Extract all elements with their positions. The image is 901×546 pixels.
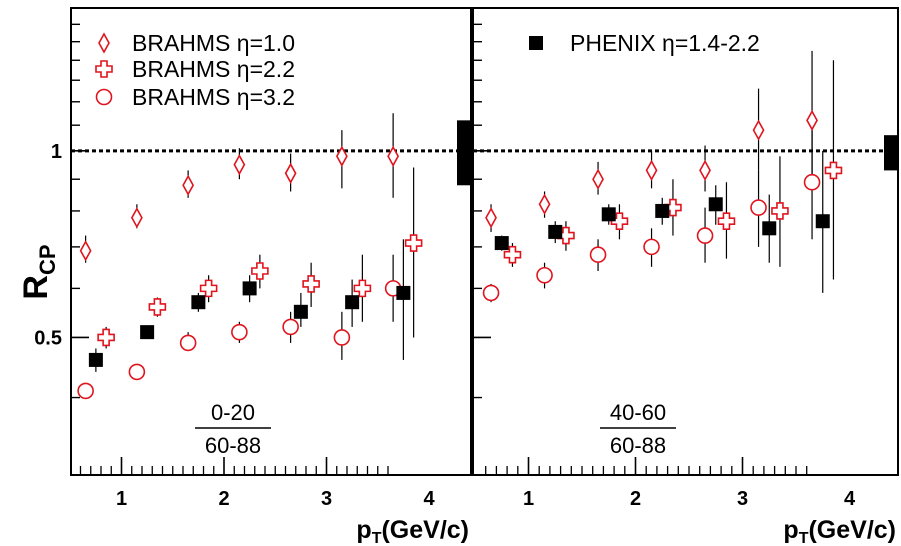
x-axis-title-main: p	[783, 516, 798, 544]
data-point-diamond	[130, 207, 143, 229]
data-point-diamond	[645, 159, 658, 182]
legend-marker-circle	[95, 88, 113, 106]
x-axis-title-units: (GeV/c)	[808, 516, 896, 544]
data-point-circle	[128, 363, 146, 381]
data-point-circle	[179, 334, 197, 352]
x-tick-label: 4	[844, 488, 856, 510]
y-tick-label: 0.5	[34, 327, 62, 349]
data-point-diamond	[233, 154, 246, 176]
data-point-diamond	[485, 207, 497, 229]
panel-frame-1	[70, 7, 472, 476]
ratio-denominator: 60-88	[205, 433, 261, 458]
data-point-square	[601, 207, 616, 222]
data-point-square	[548, 224, 563, 239]
data-point-circle	[482, 284, 500, 302]
data-point-diamond	[335, 145, 348, 167]
data-point-square	[396, 285, 411, 300]
data-point-cross	[97, 328, 115, 347]
normalization-bands-layer	[457, 120, 898, 186]
x-tick-label: 2	[630, 488, 641, 510]
legend-marker-cross	[95, 60, 113, 78]
x-axis-title-sub: T	[372, 530, 382, 546]
data-point-diamond	[182, 174, 195, 196]
data-point-square	[88, 352, 103, 367]
data-point-square	[242, 281, 257, 296]
data-point-circle	[643, 238, 660, 256]
data-point-cross	[717, 212, 736, 231]
data-point-diamond	[806, 109, 818, 131]
x-axis-title: pT(GeV/c)	[783, 516, 896, 546]
panel-frame-2	[472, 7, 899, 476]
x-tick-label: 3	[321, 488, 332, 510]
data-point-circle	[231, 323, 248, 341]
legend-label-diamond: BRAHMS η=1.0	[132, 30, 295, 56]
legend-label-cross: BRAHMS η=2.2	[132, 56, 295, 82]
ratio-numerator: 0-20	[211, 400, 255, 425]
data-point-diamond	[538, 193, 551, 215]
x-tick-label: 2	[218, 488, 229, 510]
axis-ticks-layer	[71, 7, 808, 476]
data-point-cross	[404, 234, 423, 252]
y-axis-title-sub: CP	[35, 244, 60, 275]
data-point-circle	[696, 227, 714, 244]
data-point-cross	[771, 202, 789, 220]
y-tick-label: 1	[51, 141, 62, 163]
data-point-circle	[536, 266, 553, 284]
data-point-diamond	[387, 145, 400, 167]
data-point-diamond	[592, 168, 604, 190]
data-point-square	[708, 197, 723, 212]
data-point-cross	[251, 262, 269, 280]
data-point-square	[655, 203, 670, 218]
data-point-square	[345, 295, 360, 310]
data-point-square	[815, 214, 830, 229]
x-tick-label: 4	[423, 488, 435, 510]
x-tick-label: 1	[523, 488, 534, 510]
legend-marker-square	[529, 36, 543, 50]
data-point-square	[494, 236, 509, 251]
x-axis-title-main: p	[356, 516, 371, 544]
panel-frames-layer	[70, 7, 899, 476]
ratio-numerator: 40-60	[610, 400, 666, 425]
data-point-cross	[199, 279, 218, 298]
x-axis-title-units: (GeV/c)	[381, 516, 469, 544]
data-point-cross	[302, 275, 320, 293]
normalization-band-2	[884, 135, 898, 171]
legend-marker-diamond	[98, 32, 110, 54]
data-point-diamond	[79, 240, 92, 262]
legend-label-square: PHENIX η=1.4-2.2	[570, 30, 760, 56]
data-point-circle	[333, 329, 351, 346]
data-point-cross	[148, 298, 167, 316]
data-point-circle	[77, 382, 94, 400]
y-axis-title-main: R	[17, 275, 55, 300]
data-point-cross	[353, 279, 372, 298]
y-axis-title: RCP	[17, 244, 60, 299]
data-point-circle	[282, 318, 299, 336]
x-tick-label: 1	[116, 488, 127, 510]
data-point-cross	[824, 161, 843, 180]
x-axis-title: pT(GeV/c)	[356, 516, 469, 546]
data-point-circle	[750, 199, 767, 216]
data-point-circle	[803, 173, 821, 191]
data-point-diamond	[699, 159, 711, 182]
x-axis-title-sub: T	[799, 530, 809, 546]
data-point-diamond	[752, 119, 765, 141]
data-markers-layer	[77, 32, 843, 400]
data-point-diamond	[284, 162, 297, 184]
legend-label-circle: BRAHMS η=3.2	[132, 84, 295, 110]
ratio-denominator: 60-88	[610, 433, 666, 458]
normalization-band-1	[457, 120, 471, 186]
data-point-square	[762, 221, 777, 236]
x-tick-label: 3	[737, 488, 748, 510]
data-point-square	[293, 304, 308, 319]
data-point-square	[140, 325, 155, 340]
data-point-square	[191, 295, 206, 310]
data-point-circle	[589, 246, 607, 263]
data-point-cross	[503, 245, 522, 264]
